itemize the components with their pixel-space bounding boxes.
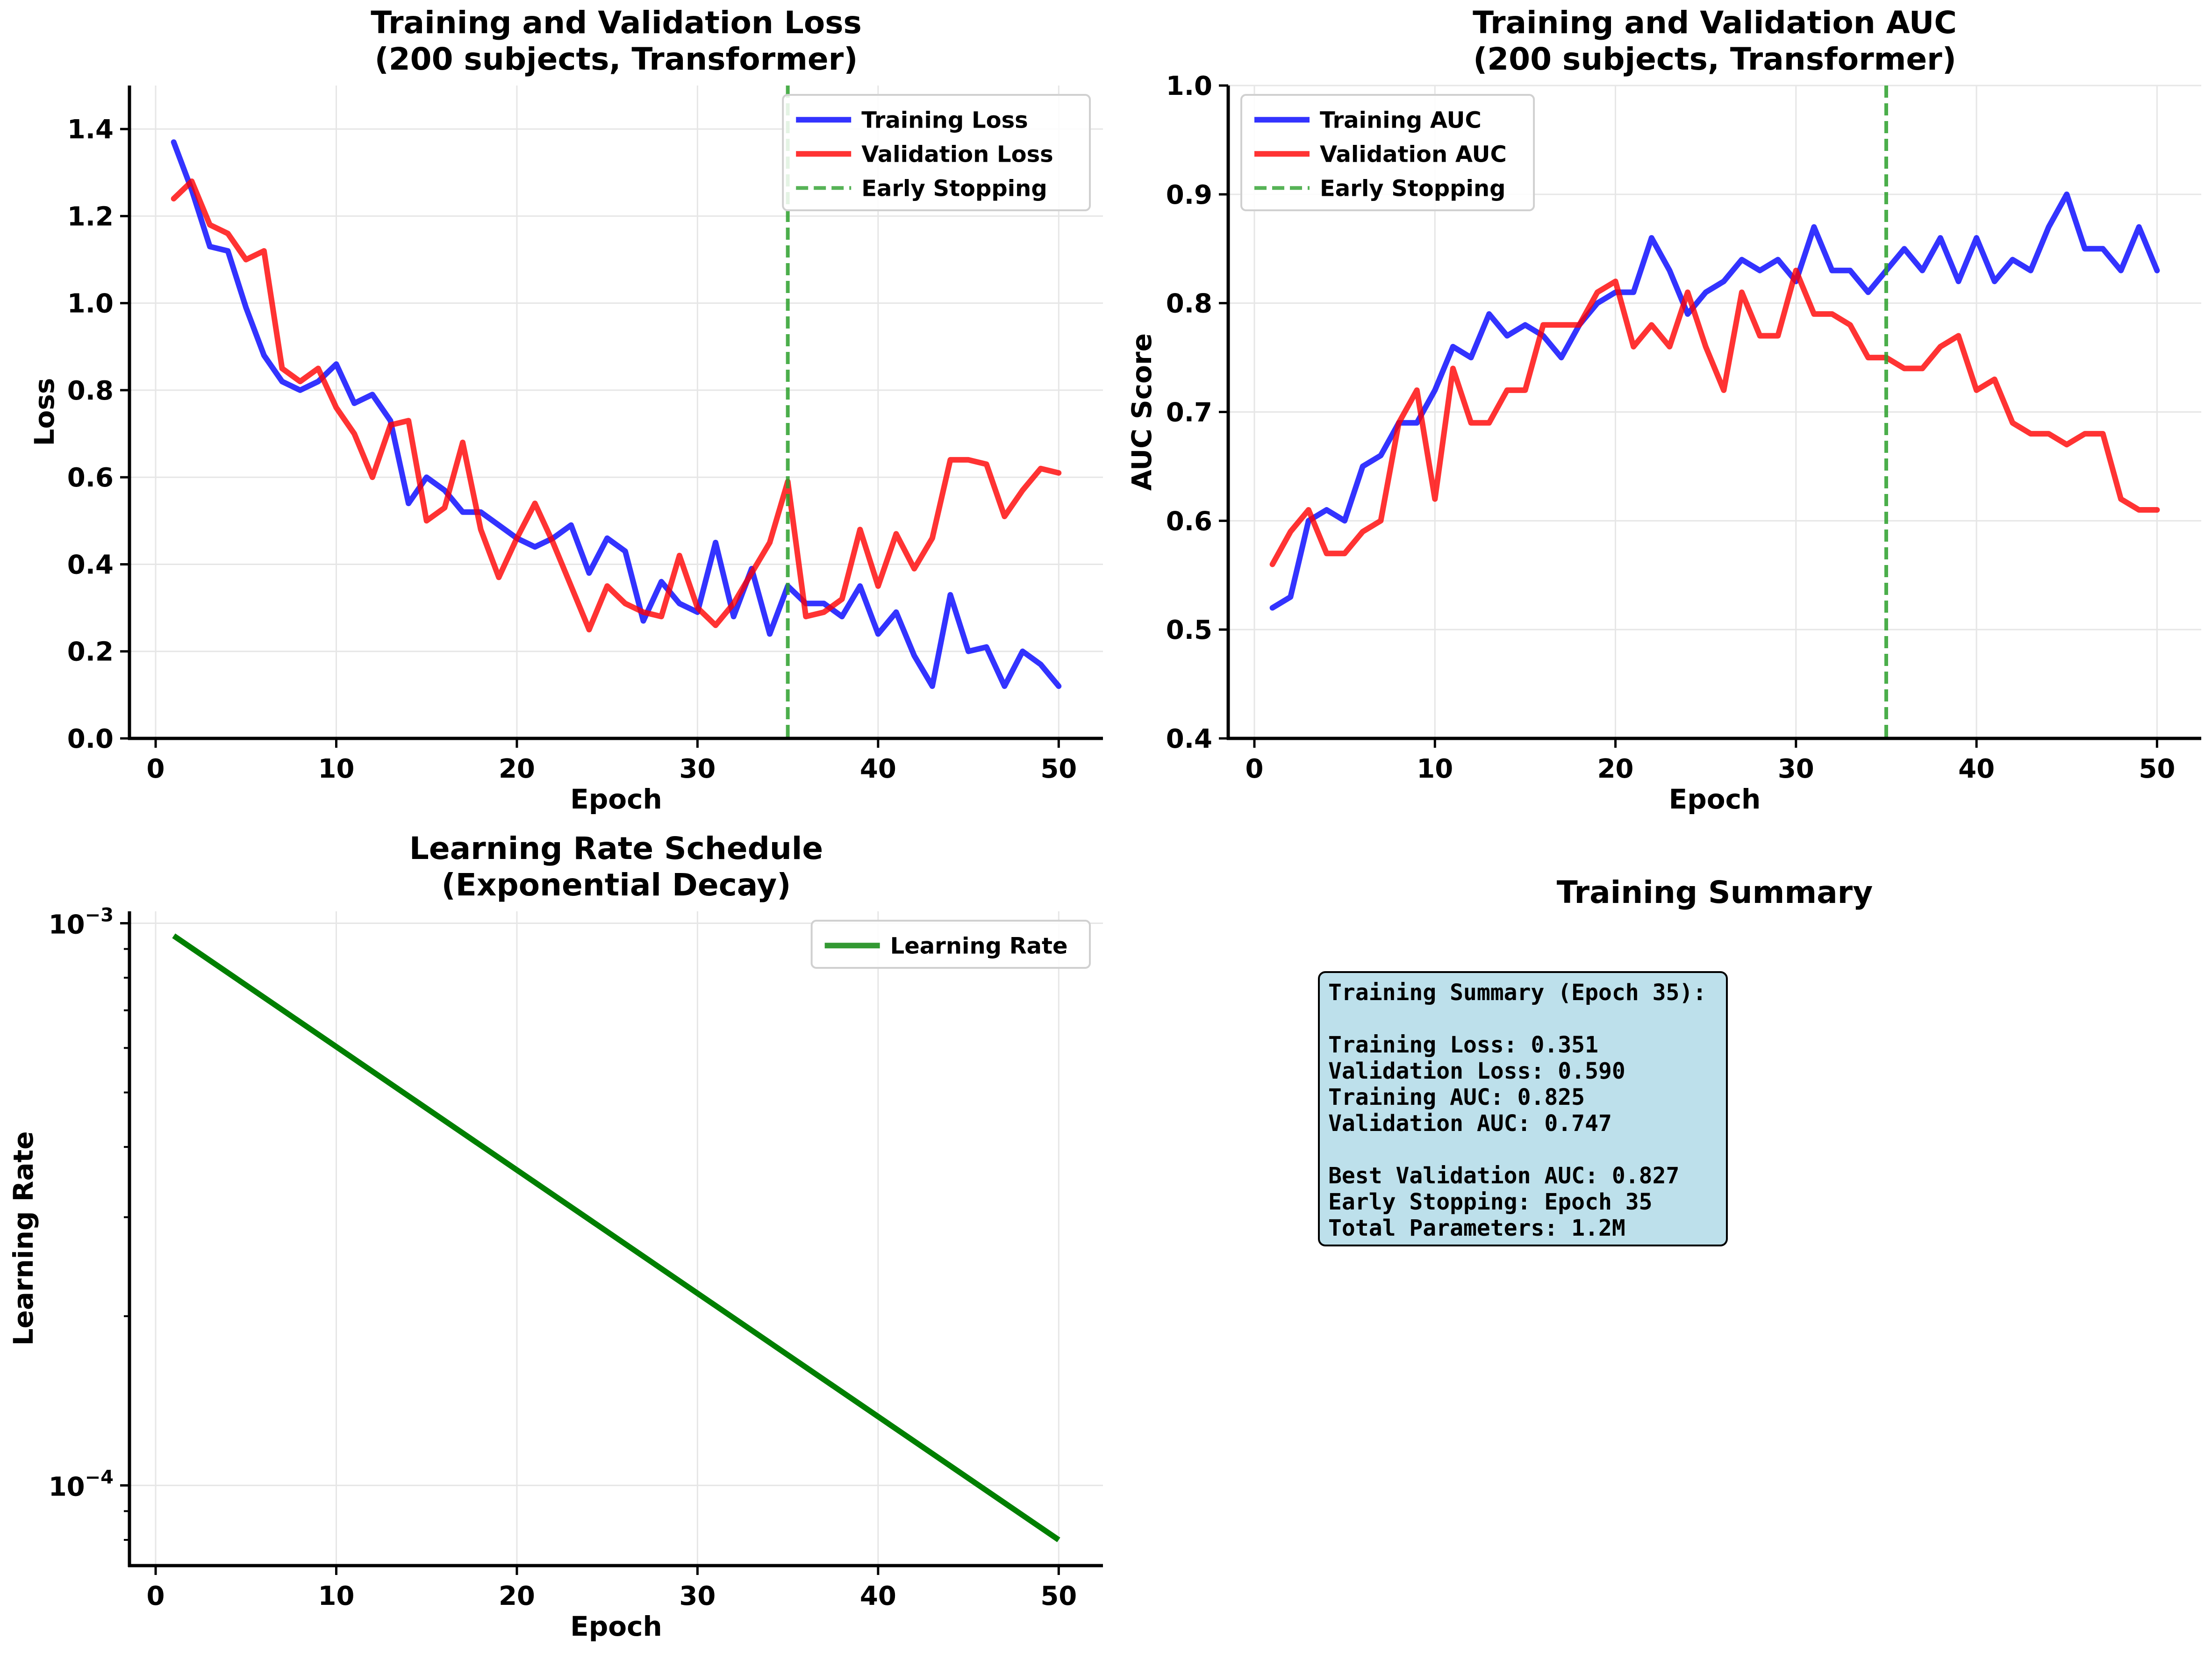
summary-line: Training Loss: 0.351	[1328, 1032, 1598, 1058]
tick-label-x: 20	[499, 754, 535, 784]
chart-title: (200 subjects, Transformer)	[375, 41, 858, 77]
grid	[1228, 85, 2201, 739]
tick-label-x: 40	[1958, 754, 1995, 784]
tick-label-y: 0.8	[1166, 289, 1212, 319]
legend-box	[782, 94, 1091, 211]
tick-label-x: 30	[679, 1581, 716, 1611]
series-line-validation-auc	[1269, 267, 2160, 567]
summary-panel: Training Summary Training Summary (Epoch …	[1318, 874, 1873, 1246]
y-axis-label: Learning Rate	[7, 1131, 39, 1345]
chart-title: Training and Validation Loss	[371, 5, 862, 41]
tick-label-y: 0.7	[1166, 398, 1212, 428]
tick-label-y: 0.6	[1166, 506, 1212, 537]
chart-title: (Exponential Decay)	[442, 867, 791, 903]
tick-label-x: 30	[1778, 754, 1814, 784]
tick-label-y: 0.8	[67, 376, 114, 406]
tick-label-x: 50	[1040, 754, 1077, 784]
chart-loss: Training and Validation Loss(200 subject…	[29, 5, 1103, 815]
tick-label-y: 1.0	[67, 289, 114, 319]
y-axis-label: AUC Score	[1126, 333, 1158, 491]
legend: Training Loss Validation Loss Early Stoppi…	[782, 94, 1091, 211]
chart-title: (200 subjects, Transformer)	[1473, 41, 1956, 77]
chart-title: Training and Validation AUC	[1473, 5, 1957, 41]
chart-lr: Learning Rate Schedule(Exponential Decay…	[7, 830, 1103, 1642]
tick-label-y: 0.0	[67, 724, 114, 754]
series-line-learning-rate	[172, 933, 1060, 1542]
series-line-validation-loss	[171, 178, 1062, 633]
summary-line: Best Validation AUC: 0.827	[1328, 1163, 1679, 1189]
legend-box	[1240, 94, 1535, 211]
tick-label-x: 30	[679, 754, 716, 784]
summary-title: Training Summary	[1557, 874, 1873, 910]
chart-title: Learning Rate Schedule	[409, 830, 823, 866]
x-axis-label: Epoch	[570, 783, 662, 815]
legend-label: Validation Loss	[861, 141, 1053, 167]
summary-line: Training Summary (Epoch 35):	[1328, 980, 1706, 1006]
legend: Training AUC Validation AUC Early Stopping	[1240, 94, 1535, 211]
tick-label-y: 0.2	[67, 637, 114, 667]
tick-label-y: 1.0	[1166, 71, 1212, 101]
tick-label-y: 0.4	[1166, 724, 1212, 754]
legend-label: Early Stopping	[1320, 175, 1506, 201]
tick-label-x: 20	[499, 1581, 535, 1611]
x-axis-label: Epoch	[1669, 783, 1761, 815]
summary-line: Validation Loss: 0.590	[1328, 1058, 1625, 1084]
tick-label-x: 0	[1246, 754, 1264, 784]
tick-label-y: 1.2	[67, 201, 114, 232]
tick-label-x: 40	[860, 754, 896, 784]
legend-label: Validation AUC	[1320, 141, 1507, 167]
tick-label-y: 0.6	[67, 463, 114, 493]
tick-label-y: 1.4	[67, 114, 114, 145]
legend-label: Learning Rate	[890, 933, 1068, 959]
legend-label: Early Stopping	[861, 175, 1047, 201]
summary-line: Training AUC: 0.825	[1328, 1084, 1585, 1110]
legend-label: Training Loss	[861, 107, 1028, 133]
tick-label-x: 0	[147, 1581, 165, 1611]
chart-auc: Training and Validation AUC(200 subjects…	[1126, 5, 2201, 815]
series-line-training-auc	[1269, 191, 2160, 611]
tick-label-x: 10	[318, 1581, 355, 1611]
tick-label-x: 20	[1597, 754, 1634, 784]
tick-label-x: 10	[318, 754, 355, 784]
tick-label-x: 50	[2139, 754, 2175, 784]
tick-label-y: 10−4	[49, 1467, 114, 1502]
legend-label: Training AUC	[1320, 107, 1482, 133]
summary-line: Early Stopping: Epoch 35	[1328, 1189, 1653, 1215]
tick-label-y: 0.9	[1166, 180, 1212, 210]
summary-box	[1318, 971, 1728, 1246]
tick-label-y: 0.5	[1166, 615, 1212, 645]
tick-label-x: 10	[1417, 754, 1453, 784]
legend-box	[810, 920, 1091, 969]
summary-line: Validation AUC: 0.747	[1328, 1110, 1612, 1137]
legend: Learning Rate	[810, 920, 1091, 969]
tick-label-x: 40	[860, 1581, 896, 1611]
series-line-training-loss	[171, 139, 1062, 689]
x-axis-label: Epoch	[570, 1610, 662, 1642]
tick-label-x: 50	[1040, 1581, 1077, 1611]
tick-label-x: 0	[147, 754, 165, 784]
y-axis-label: Loss	[29, 378, 60, 446]
summary-line: Total Parameters: 1.2M	[1328, 1215, 1625, 1241]
tick-label-y: 10−3	[49, 904, 114, 940]
tick-label-y: 0.4	[67, 550, 114, 580]
